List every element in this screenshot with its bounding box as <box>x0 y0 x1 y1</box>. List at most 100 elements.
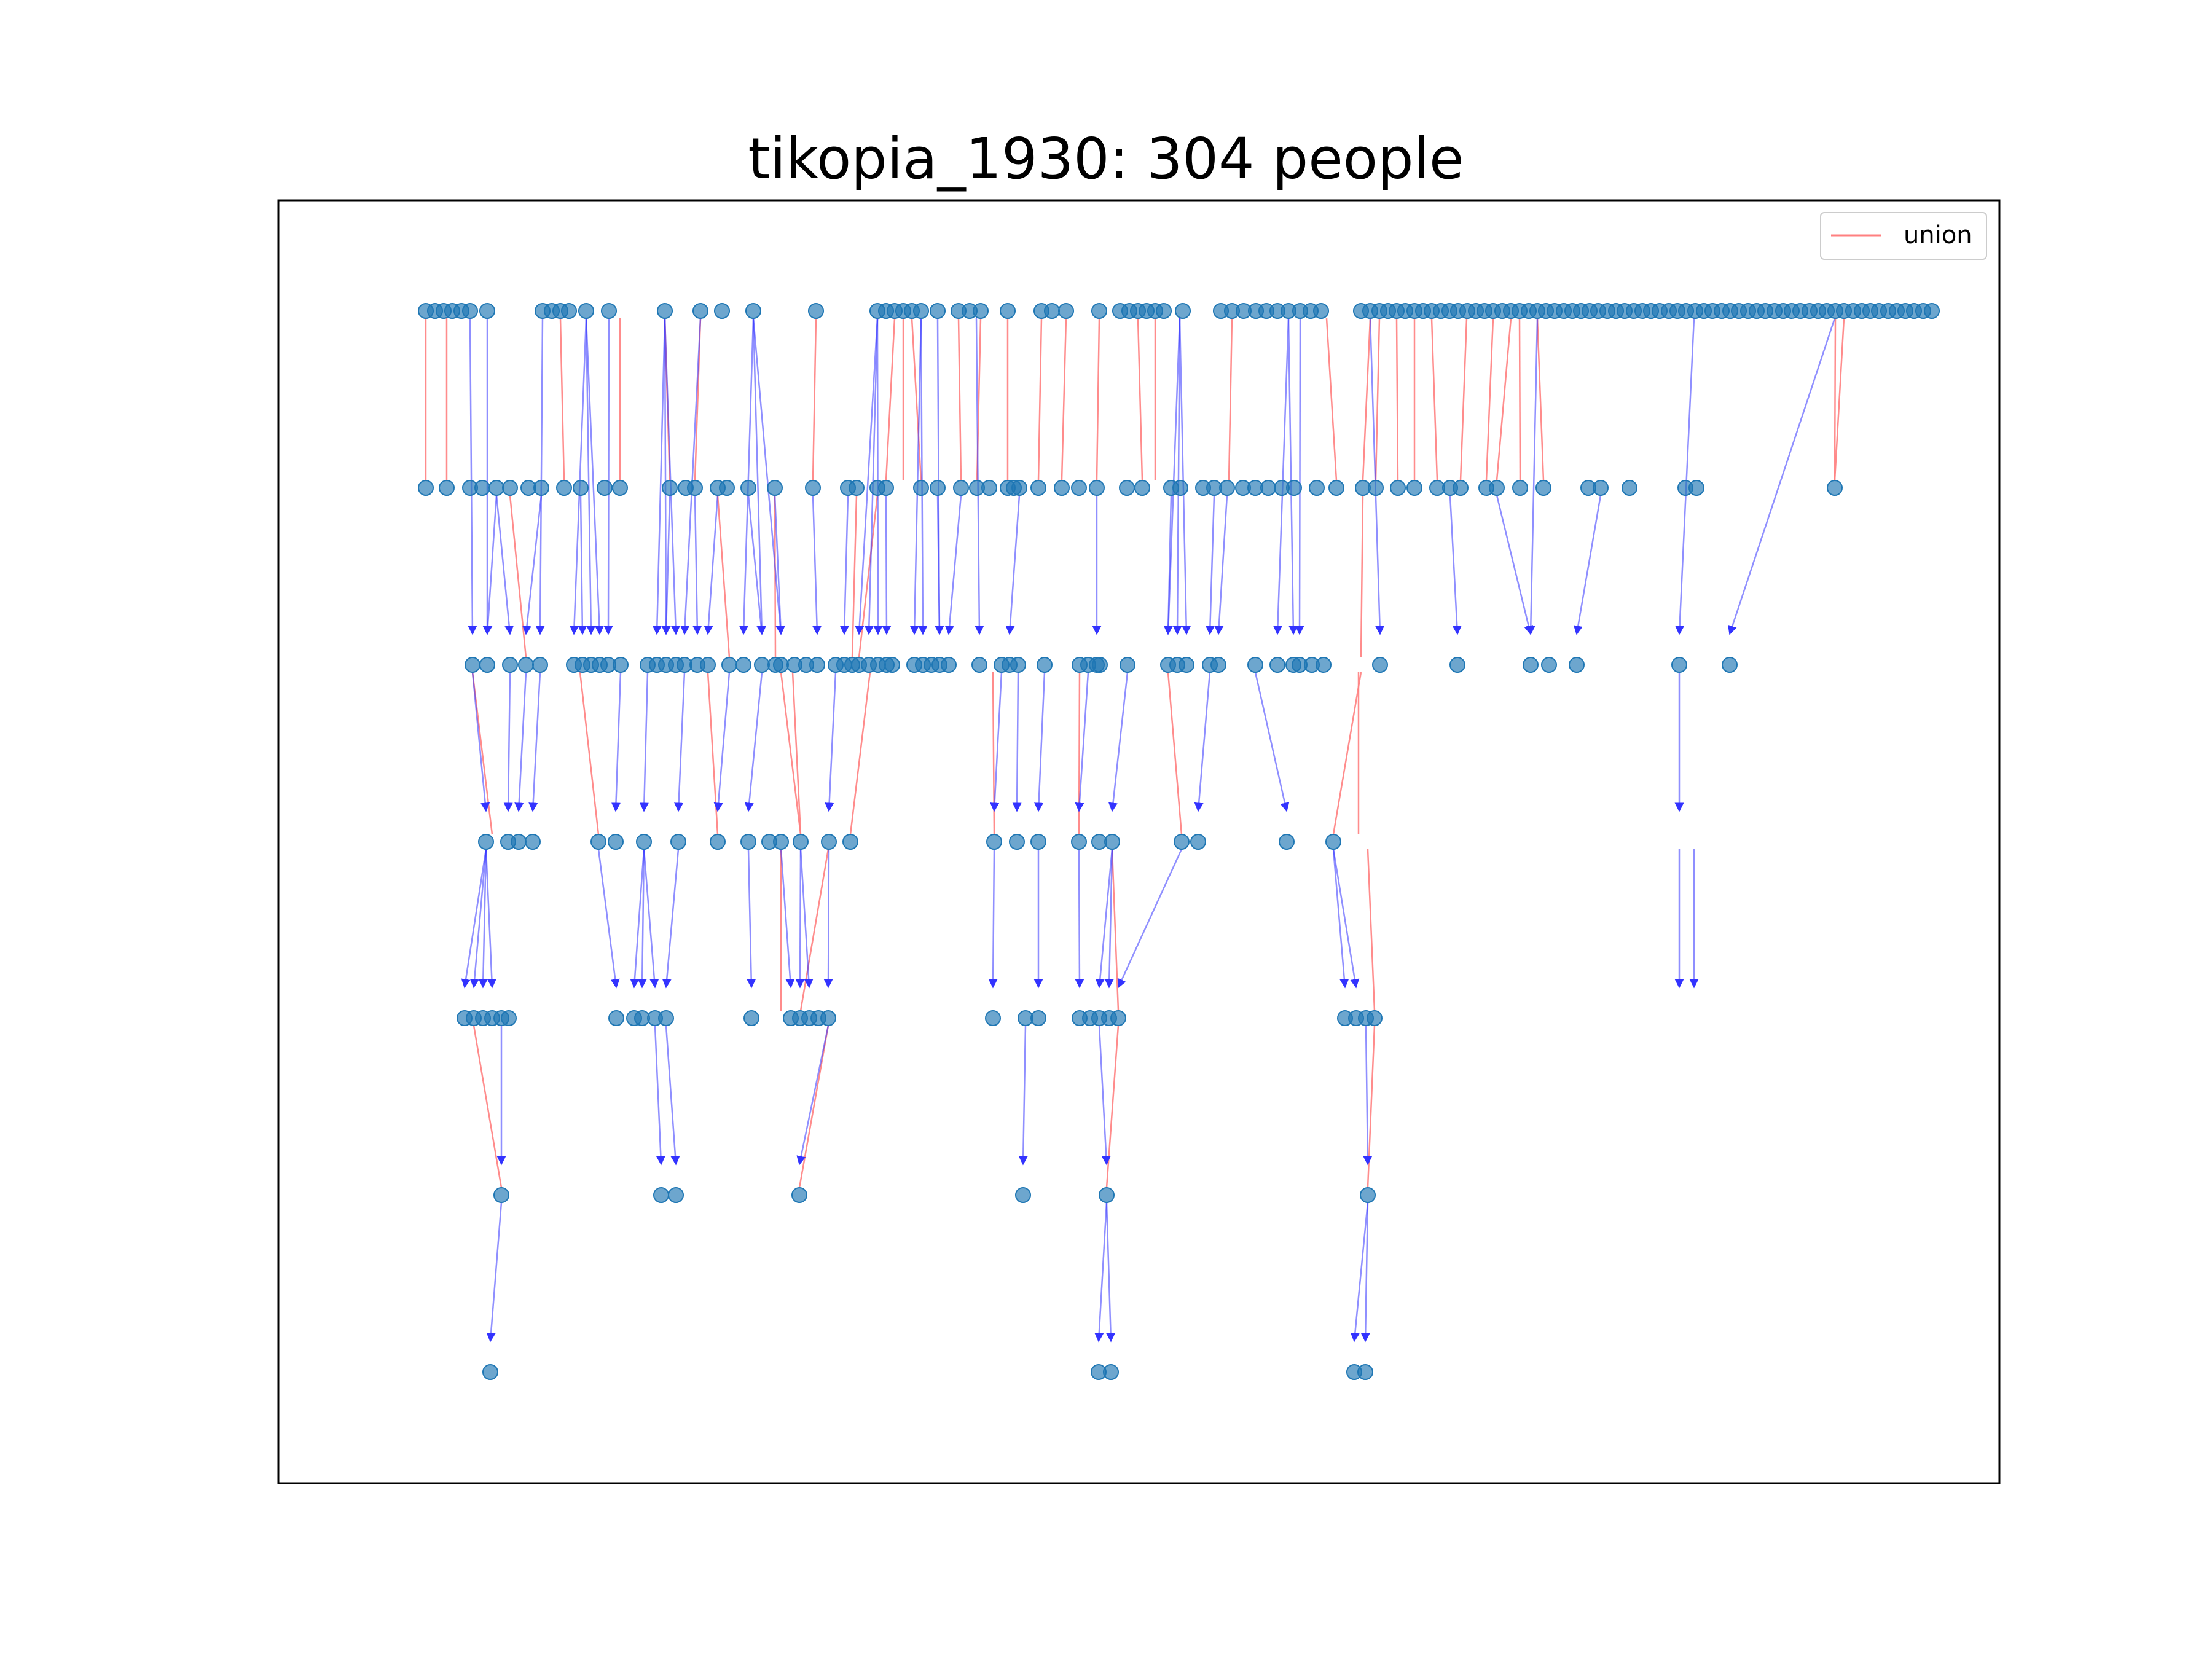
person-node <box>820 1010 836 1026</box>
person-node <box>1489 480 1505 496</box>
union-edge <box>791 672 802 835</box>
parent-child-arrow <box>680 318 702 635</box>
union-edge <box>559 318 565 481</box>
person-node <box>981 480 997 496</box>
person-node <box>754 657 770 673</box>
parent-child-arrow <box>661 495 671 635</box>
parent-child-arrow <box>935 495 944 635</box>
person-node <box>488 480 504 496</box>
person-node <box>601 303 617 319</box>
person-node <box>973 303 989 319</box>
union-edge <box>812 318 817 481</box>
person-node <box>479 303 495 319</box>
person-node <box>710 834 726 850</box>
person-node <box>1449 657 1465 673</box>
person-node <box>1089 480 1105 496</box>
union-edge <box>885 318 896 481</box>
parent-child-arrow <box>1449 495 1462 635</box>
person-node <box>985 1010 1001 1026</box>
union-edge <box>1228 318 1233 481</box>
parent-child-arrow <box>825 672 837 812</box>
person-node <box>1015 1187 1031 1203</box>
person-node <box>941 657 957 673</box>
person-node <box>478 834 494 850</box>
parent-child-arrow <box>1034 672 1046 812</box>
parent-child-arrow <box>1163 495 1173 635</box>
parent-child-arrow <box>812 495 822 635</box>
person-node <box>597 480 613 496</box>
person-node <box>809 657 825 673</box>
person-node <box>1044 303 1060 319</box>
union-edge <box>1332 672 1362 835</box>
parent-child-arrow <box>603 318 613 635</box>
person-node <box>1372 657 1388 673</box>
parent-child-arrow <box>570 318 587 635</box>
person-node <box>653 1187 669 1203</box>
person-node <box>532 657 548 673</box>
person-node <box>668 1187 684 1203</box>
person-node <box>465 657 480 673</box>
parent-child-arrow <box>855 318 879 635</box>
person-node <box>608 834 624 850</box>
union-edge <box>509 495 527 658</box>
parent-child-arrow <box>478 849 488 989</box>
person-node <box>1104 834 1120 850</box>
person-node <box>1120 657 1135 673</box>
person-node <box>493 1187 509 1203</box>
parent-child-arrow <box>1273 318 1290 635</box>
person-node <box>791 1187 807 1203</box>
person-node <box>721 657 737 673</box>
node-layer <box>418 303 1940 1380</box>
parent-child-arrow <box>471 672 490 812</box>
person-node <box>773 834 789 850</box>
person-node <box>1190 834 1206 850</box>
parent-child-arrow <box>674 672 686 812</box>
person-node <box>501 1010 517 1026</box>
person-node <box>719 480 735 496</box>
parent-child-arrow <box>535 318 545 635</box>
person-node <box>1103 1364 1119 1380</box>
parent-child-arrow <box>747 495 766 635</box>
parent-child-arrow <box>1075 849 1084 989</box>
parent-child-arrow <box>1179 318 1191 635</box>
parent-child-arrow <box>522 495 543 635</box>
parent-child-arrow <box>747 849 756 989</box>
person-node <box>1011 480 1027 496</box>
person-node <box>1219 480 1235 496</box>
parent-child-arrow <box>1012 672 1022 812</box>
legend-box <box>1820 212 1987 260</box>
union-edge <box>1137 318 1143 481</box>
person-node <box>1058 303 1074 319</box>
parent-child-arrow <box>469 849 487 989</box>
parent-child-arrow <box>1104 849 1114 989</box>
person-node <box>808 303 824 319</box>
person-node <box>590 834 606 850</box>
parent-child-arrow <box>1573 495 1602 635</box>
person-node <box>1030 834 1046 850</box>
parent-child-arrow <box>692 495 702 635</box>
union-edge <box>707 672 719 835</box>
person-node <box>714 303 730 319</box>
edge-layer <box>425 318 1845 1343</box>
person-node <box>670 834 686 850</box>
union-edge <box>849 672 871 835</box>
person-node <box>1671 657 1687 673</box>
parent-child-arrow <box>597 849 620 989</box>
union-edge <box>1367 1025 1376 1188</box>
person-node <box>525 834 541 850</box>
parent-child-arrow <box>639 672 649 812</box>
person-node <box>1269 657 1285 673</box>
parent-child-arrow <box>611 672 622 812</box>
person-node <box>561 303 577 319</box>
parent-child-arrow <box>514 672 527 812</box>
parent-child-arrow <box>1117 849 1183 989</box>
parent-child-arrow <box>1098 1025 1111 1166</box>
union-edge <box>799 849 830 1011</box>
person-node <box>842 834 858 850</box>
plot-frame <box>277 199 2001 1484</box>
person-node <box>930 303 946 319</box>
parent-child-arrow <box>1164 318 1181 635</box>
parent-child-arrow <box>752 318 767 635</box>
person-node <box>692 303 708 319</box>
